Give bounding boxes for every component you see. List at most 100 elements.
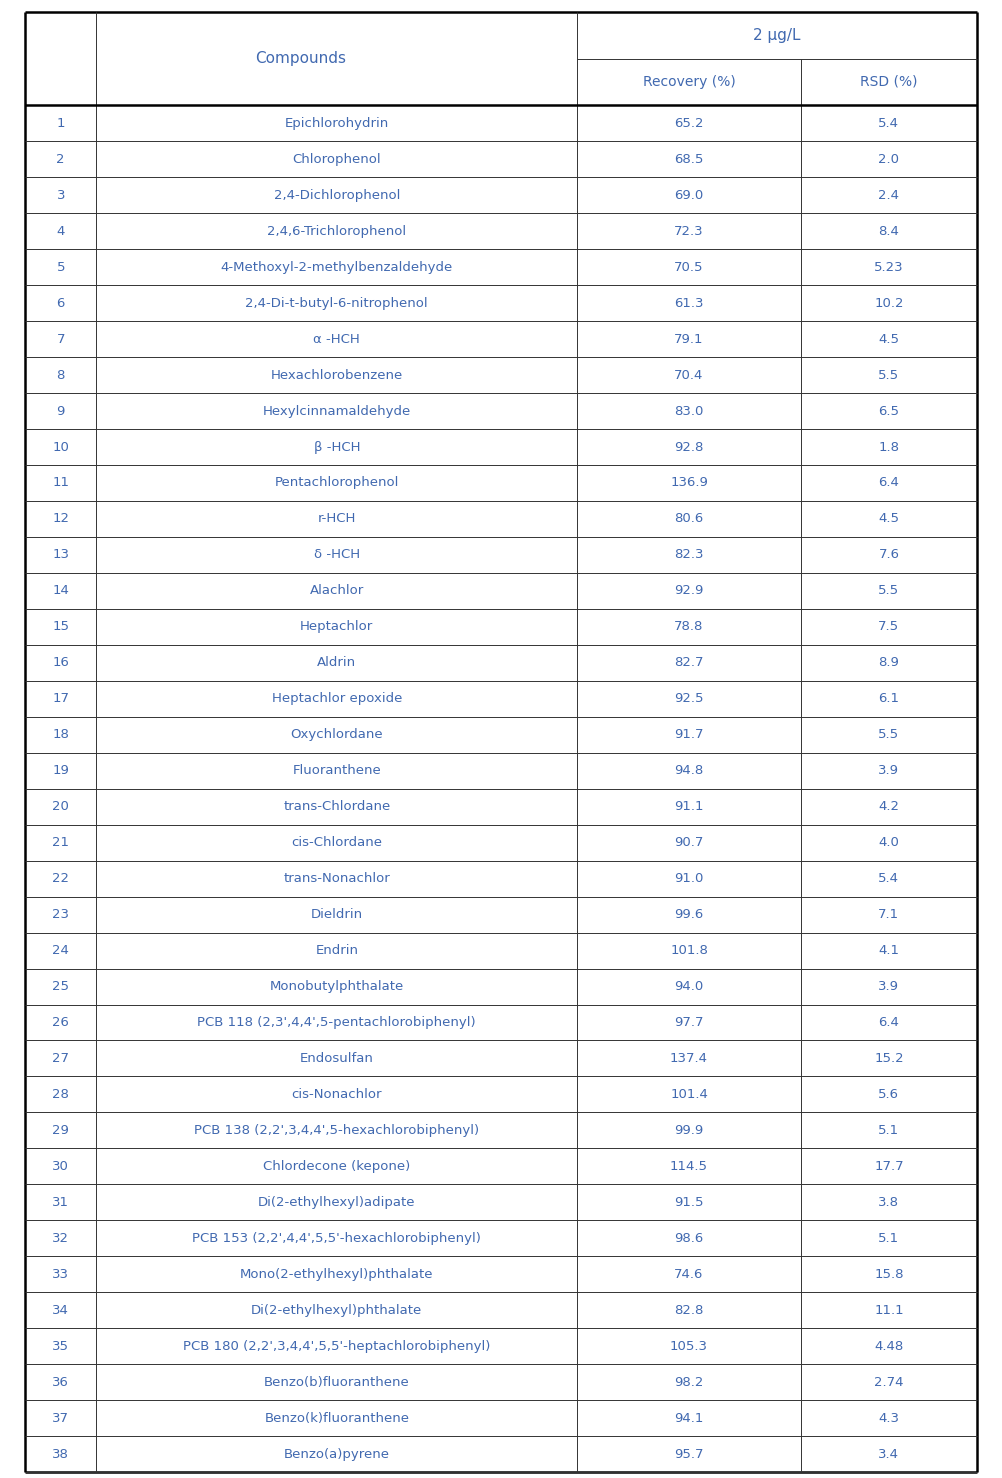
Text: 2,4-Dichlorophenol: 2,4-Dichlorophenol [274, 189, 400, 202]
Text: 99.6: 99.6 [674, 907, 703, 921]
Text: 4.5: 4.5 [879, 513, 900, 526]
Text: trans-Chlordane: trans-Chlordane [284, 800, 391, 813]
Text: Di(2-ethylhexyl)phthalate: Di(2-ethylhexyl)phthalate [252, 1304, 423, 1317]
Text: α -HCH: α -HCH [314, 333, 360, 346]
Text: 94.8: 94.8 [674, 764, 703, 777]
Text: 1: 1 [56, 117, 65, 130]
Text: 11: 11 [52, 476, 69, 489]
Text: 91.1: 91.1 [674, 800, 703, 813]
Text: 2 μg/L: 2 μg/L [754, 28, 801, 43]
Text: 5.1: 5.1 [879, 1123, 900, 1137]
Text: Hexylcinnamaldehyde: Hexylcinnamaldehyde [263, 405, 411, 418]
Text: 72.3: 72.3 [674, 225, 703, 238]
Text: 15.2: 15.2 [874, 1052, 904, 1066]
Text: 5.5: 5.5 [879, 368, 900, 381]
Text: 17: 17 [52, 692, 69, 705]
Text: Heptachlor: Heptachlor [301, 621, 374, 634]
Text: 34: 34 [52, 1304, 69, 1317]
Text: 97.7: 97.7 [674, 1015, 703, 1029]
Text: Alachlor: Alachlor [310, 584, 364, 597]
Text: Epichlorohydrin: Epichlorohydrin [285, 117, 389, 130]
Text: 79.1: 79.1 [674, 333, 703, 346]
Text: 31: 31 [52, 1196, 69, 1209]
Text: 13: 13 [52, 548, 69, 562]
Text: Benzo(k)fluoranthene: Benzo(k)fluoranthene [265, 1411, 409, 1425]
Text: Endrin: Endrin [316, 944, 359, 958]
Text: 6: 6 [56, 297, 65, 310]
Text: 3.9: 3.9 [879, 764, 900, 777]
Text: 82.7: 82.7 [674, 656, 703, 670]
Text: 1.8: 1.8 [879, 440, 900, 454]
Text: 33: 33 [52, 1268, 69, 1281]
Text: 4.3: 4.3 [879, 1411, 900, 1425]
Text: 5.6: 5.6 [879, 1088, 900, 1101]
Text: 3.8: 3.8 [879, 1196, 900, 1209]
Text: 2.4: 2.4 [879, 189, 900, 202]
Text: Chlorophenol: Chlorophenol [293, 152, 381, 166]
Text: 21: 21 [52, 837, 69, 850]
Text: 23: 23 [52, 907, 69, 921]
Text: 10.2: 10.2 [874, 297, 904, 310]
Text: 6.4: 6.4 [879, 1015, 900, 1029]
Text: 91.7: 91.7 [674, 729, 703, 742]
Text: 5.23: 5.23 [874, 260, 904, 273]
Text: 3.9: 3.9 [879, 980, 900, 993]
Text: 14: 14 [52, 584, 69, 597]
Text: 26: 26 [52, 1015, 69, 1029]
Text: 80.6: 80.6 [674, 513, 703, 526]
Text: 82.8: 82.8 [674, 1304, 703, 1317]
Text: 3.4: 3.4 [879, 1447, 900, 1460]
Text: PCB 118 (2,3',4,4',5-pentachlorobiphenyl): PCB 118 (2,3',4,4',5-pentachlorobiphenyl… [197, 1015, 476, 1029]
Text: 2,4-Di-t-butyl-6-nitrophenol: 2,4-Di-t-butyl-6-nitrophenol [245, 297, 428, 310]
Text: 6.4: 6.4 [879, 476, 900, 489]
Text: 15.8: 15.8 [874, 1268, 904, 1281]
Text: 8.4: 8.4 [879, 225, 900, 238]
Text: Hexachlorobenzene: Hexachlorobenzene [271, 368, 403, 381]
Text: cis-Chlordane: cis-Chlordane [292, 837, 383, 850]
Text: 101.8: 101.8 [670, 944, 708, 958]
Text: 114.5: 114.5 [670, 1160, 708, 1174]
Text: 10: 10 [52, 440, 69, 454]
Text: 6.1: 6.1 [879, 692, 900, 705]
Text: 27: 27 [52, 1052, 69, 1066]
Text: Chlordecone (kepone): Chlordecone (kepone) [264, 1160, 411, 1174]
Text: Dieldrin: Dieldrin [311, 907, 363, 921]
Text: 25: 25 [52, 980, 69, 993]
Text: 24: 24 [52, 944, 69, 958]
Text: 2,4,6-Trichlorophenol: 2,4,6-Trichlorophenol [268, 225, 407, 238]
Text: cis-Nonachlor: cis-Nonachlor [292, 1088, 382, 1101]
Text: Oxychlordane: Oxychlordane [291, 729, 383, 742]
Text: 35: 35 [52, 1339, 69, 1352]
Text: 99.9: 99.9 [674, 1123, 703, 1137]
Text: 20: 20 [52, 800, 69, 813]
Text: 3: 3 [56, 189, 65, 202]
Text: Benzo(b)fluoranthene: Benzo(b)fluoranthene [264, 1376, 410, 1389]
Text: 94.1: 94.1 [674, 1411, 703, 1425]
Text: 70.4: 70.4 [674, 368, 703, 381]
Text: Benzo(a)pyrene: Benzo(a)pyrene [284, 1447, 390, 1460]
Text: 65.2: 65.2 [674, 117, 703, 130]
Text: 91.0: 91.0 [674, 872, 703, 885]
Text: 17.7: 17.7 [874, 1160, 904, 1174]
Text: Pentachlorophenol: Pentachlorophenol [275, 476, 399, 489]
Text: 8: 8 [56, 368, 65, 381]
Text: 92.5: 92.5 [674, 692, 703, 705]
Text: 38: 38 [52, 1447, 69, 1460]
Text: Recovery (%): Recovery (%) [642, 75, 735, 89]
Text: 16: 16 [52, 656, 69, 670]
Text: 92.8: 92.8 [674, 440, 703, 454]
Text: 7.1: 7.1 [879, 907, 900, 921]
Text: PCB 180 (2,2',3,4,4',5,5'-heptachlorobiphenyl): PCB 180 (2,2',3,4,4',5,5'-heptachlorobip… [183, 1339, 491, 1352]
Text: 2.0: 2.0 [879, 152, 900, 166]
Text: 95.7: 95.7 [674, 1447, 703, 1460]
Text: 11.1: 11.1 [874, 1304, 904, 1317]
Text: 9: 9 [56, 405, 65, 418]
Text: 83.0: 83.0 [674, 405, 703, 418]
Text: r-HCH: r-HCH [318, 513, 356, 526]
Text: 82.3: 82.3 [674, 548, 703, 562]
Text: Compounds: Compounds [256, 52, 347, 67]
Text: 28: 28 [52, 1088, 69, 1101]
Text: 92.9: 92.9 [674, 584, 703, 597]
Text: 5.5: 5.5 [879, 729, 900, 742]
Text: Aldrin: Aldrin [318, 656, 357, 670]
